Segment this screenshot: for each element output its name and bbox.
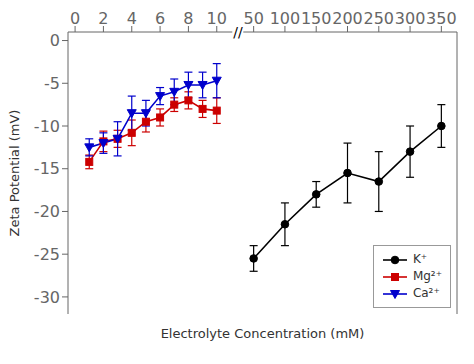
svg-text:0: 0	[50, 31, 60, 50]
svg-text:6: 6	[155, 9, 165, 28]
svg-text:-10: -10	[34, 117, 60, 136]
svg-text:0: 0	[70, 9, 80, 28]
svg-text:-15: -15	[34, 159, 60, 178]
svg-text:100: 100	[270, 9, 301, 28]
svg-text:4: 4	[127, 9, 137, 28]
svg-text:2: 2	[98, 9, 108, 28]
svg-text:200: 200	[332, 9, 363, 28]
svg-text:300: 300	[395, 9, 426, 28]
svg-text:8: 8	[183, 9, 193, 28]
html-text:Mg²⁺: Mg²⁺	[412, 269, 442, 283]
html-text:K⁺: K⁺	[412, 252, 428, 266]
svg-text:350: 350	[426, 9, 457, 28]
svg-text:250: 250	[364, 9, 395, 28]
html-text:Electrolyte Concentration (mM): Electrolyte Concentration (mM)	[160, 326, 365, 341]
svg-text:150: 150	[301, 9, 332, 28]
svg-text:10: 10	[207, 9, 227, 28]
html-text:Ca²⁺: Ca²⁺	[412, 286, 440, 300]
svg-text:-5: -5	[44, 74, 60, 93]
svg-text:-20: -20	[34, 202, 60, 221]
svg-text:50: 50	[243, 9, 263, 28]
svg-text:-25: -25	[34, 245, 60, 264]
svg-text:-30: -30	[34, 288, 60, 307]
html-text:Zeta Potential (mV): Zeta Potential (mV)	[6, 109, 22, 237]
